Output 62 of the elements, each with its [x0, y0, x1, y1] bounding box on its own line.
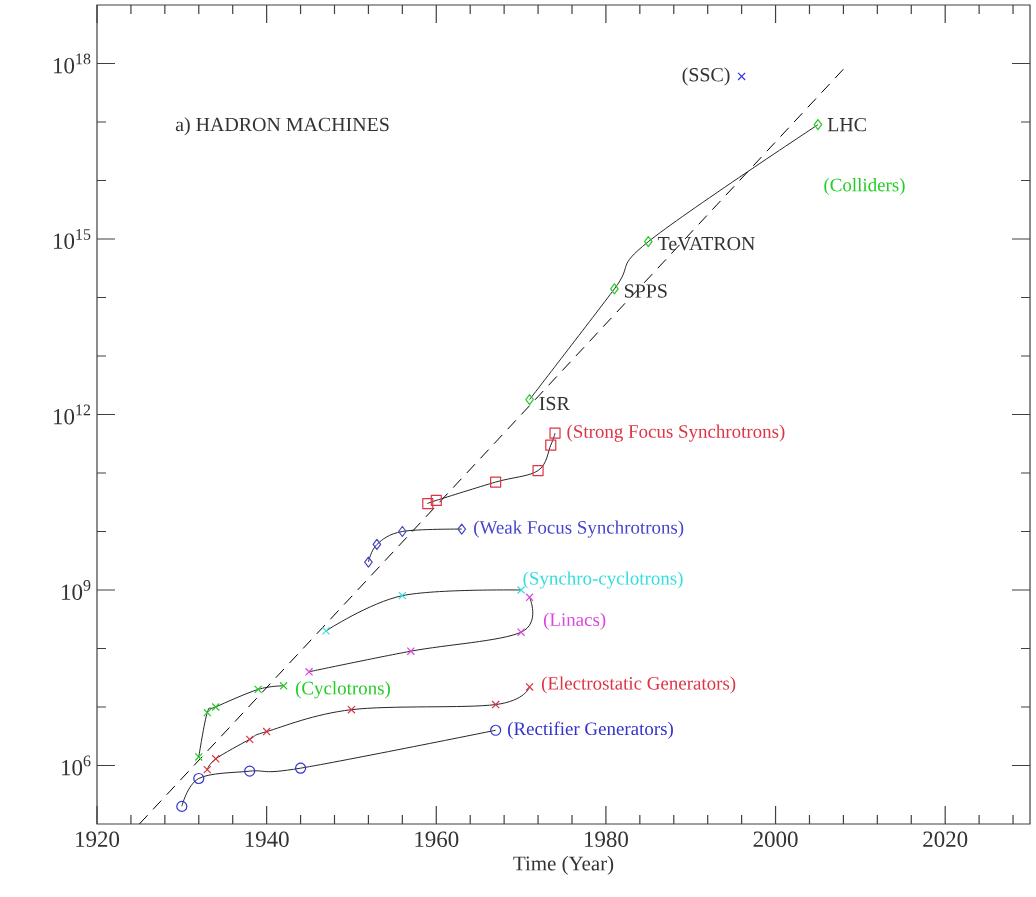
point — [516, 628, 526, 637]
x-tick-label: 1940 — [245, 831, 289, 847]
point — [244, 765, 256, 777]
annotation: TeVATRON — [657, 236, 755, 251]
point — [813, 119, 823, 131]
point — [532, 464, 544, 477]
point — [304, 667, 314, 676]
series-label: (Synchro-cyclotrons) — [523, 571, 683, 589]
point — [549, 427, 561, 439]
point — [545, 439, 557, 451]
point — [364, 556, 373, 568]
y-tick-label: 10$^{9}$ — [62, 580, 91, 600]
series-label: (Electrostatic Generators) — [541, 676, 736, 694]
series-label: (Rectifier Generators) — [508, 721, 673, 739]
point — [262, 727, 271, 736]
point — [279, 681, 288, 690]
x-tick-label: 2000 — [753, 831, 798, 847]
annotation: (SSC) — [682, 67, 730, 86]
point — [491, 700, 500, 709]
point — [211, 754, 220, 763]
point — [490, 476, 502, 488]
point — [406, 647, 415, 656]
text: (Colliders) — [824, 178, 905, 196]
point — [610, 283, 619, 295]
point — [347, 705, 356, 714]
annotation: LHC — [827, 117, 866, 132]
y-tick-label: 10$^{6}$ — [62, 755, 91, 776]
text: a) HADRON MACHINES — [175, 117, 389, 136]
point — [211, 702, 220, 712]
point — [203, 708, 212, 717]
point — [194, 752, 203, 762]
y-tick-label: 10$^{12}$ — [54, 404, 91, 425]
x-tick-label: 1960 — [415, 831, 459, 847]
y-tick-label: 10$^{18}$ — [54, 53, 91, 74]
point — [643, 236, 653, 248]
point — [321, 626, 331, 636]
point — [372, 538, 382, 551]
point — [525, 682, 534, 692]
point — [398, 591, 407, 600]
series-label: (Cyclotrons) — [295, 681, 390, 699]
x-axis-title: Time (Year) — [513, 855, 614, 875]
point — [245, 735, 254, 744]
annotation: SPPS — [624, 284, 667, 298]
point — [294, 762, 307, 774]
point — [203, 765, 212, 774]
point — [430, 494, 442, 506]
series-label: (Strong Focus Synchrotrons) — [567, 424, 785, 442]
point — [193, 772, 205, 785]
point — [254, 685, 263, 694]
series-label: (Linacs) — [543, 612, 606, 630]
y-tick-label: 10$^{15}$ — [54, 229, 91, 249]
point — [457, 523, 467, 535]
x-tick-label: 1920 — [76, 831, 120, 847]
series-label: (Weak Focus Synchrotrons) — [474, 520, 684, 538]
point — [422, 497, 434, 510]
annotation: ISR — [539, 396, 570, 411]
point — [737, 72, 746, 81]
point — [490, 724, 502, 736]
x-tick-label: 2020 — [923, 831, 968, 847]
x-tick-label: 1980 — [585, 831, 628, 847]
point — [525, 593, 534, 602]
point — [176, 800, 188, 812]
